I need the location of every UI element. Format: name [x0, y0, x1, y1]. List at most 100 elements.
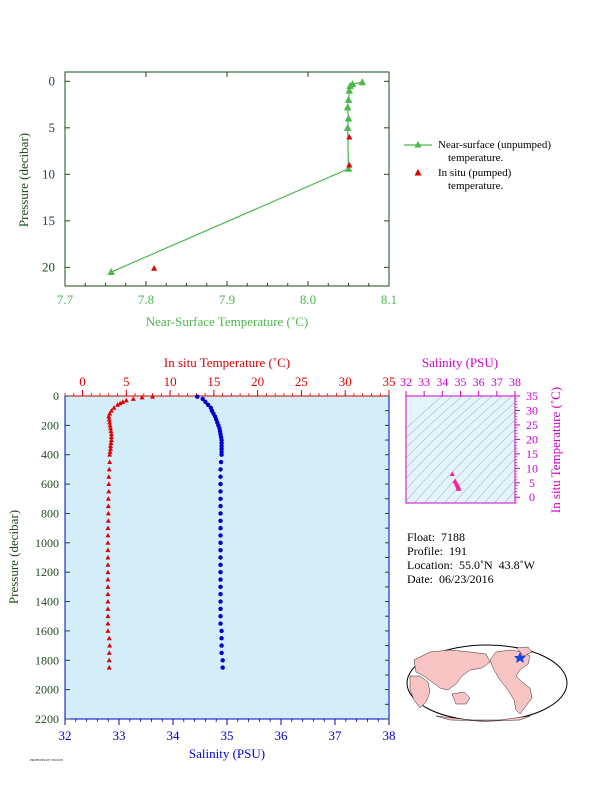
map-land-australia — [451, 691, 471, 705]
ts-x-tick-label: 35 — [455, 375, 467, 389]
legend-label-insitu: In situ (pumped) — [438, 167, 512, 179]
near-surface-chart: 7.7 7.8 7.9 8.0 8.1 0 5 10 15 20 Near-Surface Te… — [16, 71, 551, 329]
ts-y-label: In situ Temperature (˚C) — [548, 387, 563, 513]
profile-temp-tick-label: 15 — [207, 374, 220, 389]
temperature-point — [105, 503, 111, 509]
salinity-point — [218, 614, 223, 619]
salinity-point — [218, 481, 223, 487]
near-surface-y-tick-label: 15 — [42, 213, 55, 228]
temperature-point — [130, 396, 136, 401]
temperature-point — [105, 496, 111, 501]
legend-label-near-surface-2: temperature. — [448, 152, 504, 164]
ts-density-contour — [454, 438, 515, 503]
ts-density-contour — [424, 410, 515, 503]
near-surface-point — [344, 114, 353, 122]
float-location-marker — [514, 652, 526, 663]
date: Date: 06/23/2016 — [407, 572, 494, 586]
salinity-point — [203, 399, 208, 405]
temperature-point — [105, 620, 111, 626]
ts-density-contours — [406, 376, 612, 513]
near-surface-point — [344, 95, 353, 103]
ts-y-tick-label: 5 — [529, 476, 535, 490]
near-surface-point — [343, 103, 352, 111]
ts-density-contour — [526, 376, 612, 513]
map-land-americas — [489, 649, 533, 715]
ts-density-contour — [414, 402, 515, 503]
float-info-box: Float: 7188 Profile: 191 Location: 55.0˚… — [407, 530, 535, 586]
temperature-point — [108, 440, 114, 445]
ts-density-contour — [494, 479, 515, 503]
profile-y-tick-label: 2000 — [35, 683, 59, 697]
ts-y-tick-label: 0 — [529, 490, 535, 504]
temperature-point — [107, 459, 113, 465]
legend-marker-near-surface — [414, 141, 422, 148]
temperature-point — [106, 481, 112, 487]
temperature-point — [150, 394, 156, 399]
temperature-point — [108, 431, 114, 437]
profile-y-tick-label: 200 — [41, 418, 59, 432]
salinity-point — [219, 636, 224, 641]
salinity-point — [218, 562, 223, 568]
temperature-point — [106, 488, 112, 494]
ts-x-tick-label: 34 — [436, 375, 448, 389]
legend-label-insitu-2: temperature. — [448, 180, 504, 192]
profile-salinity-tick-label: 33 — [113, 728, 126, 743]
salinity-point — [218, 525, 223, 531]
temperature-point — [107, 449, 113, 454]
map-land-greenland — [515, 646, 533, 657]
temperature-point — [123, 397, 129, 403]
profile-temp-tick-label: 0 — [79, 374, 86, 389]
near-surface-x-tick-label: 8.0 — [300, 292, 316, 307]
temperature-point — [106, 650, 112, 655]
profile-top-axis-label: In situ Temperature (˚C) — [164, 355, 290, 370]
temperature-point — [107, 411, 113, 416]
ts-density-contour — [434, 419, 515, 503]
ts-point — [449, 471, 455, 477]
temperature-point — [139, 394, 145, 400]
temperature-point — [105, 613, 111, 619]
ts-x-tick-label: 33 — [418, 375, 430, 389]
temperature-point — [105, 554, 111, 560]
temperature-point — [105, 532, 111, 538]
profile-y-tick-label: 1600 — [35, 624, 59, 638]
temperature-point — [108, 437, 114, 442]
profile-salinity-tick-label: 35 — [221, 728, 234, 743]
near-surface-x-tick-label: 7.8 — [138, 292, 154, 307]
temperature-point — [106, 665, 112, 670]
profile-temp-tick-label: 5 — [123, 374, 130, 389]
ts-density-contour — [474, 458, 515, 503]
temperature-point — [105, 598, 111, 604]
salinity-point — [218, 555, 223, 560]
near-surface-y-tick-label: 10 — [42, 166, 55, 181]
near-surface-point — [343, 123, 352, 131]
ts-y-tick-label: 35 — [526, 389, 538, 403]
temperature-point — [105, 540, 111, 545]
salinity-point — [218, 606, 223, 612]
temperature-point — [106, 657, 112, 663]
profile-y-tick-label: 1400 — [35, 595, 59, 609]
near-surface-x-tick-label: 7.7 — [57, 292, 74, 307]
salinity-point — [219, 650, 224, 656]
near-surface-y-tick-label: 20 — [42, 259, 55, 274]
salinity-point — [219, 628, 224, 634]
salinity-point — [218, 496, 223, 501]
temperature-point — [107, 422, 113, 428]
ts-x-label: Salinity (PSU) — [422, 355, 498, 370]
temperature-point — [106, 466, 112, 472]
ts-density-contour — [444, 429, 515, 503]
map-land-antarctica — [435, 715, 531, 722]
ts-y-tick-label: 20 — [526, 432, 538, 446]
salinity-point — [219, 452, 224, 457]
profile-temp-tick-label: 10 — [164, 374, 177, 389]
salinity-point — [218, 474, 223, 479]
profile-plot-area — [64, 395, 390, 720]
temperature-point — [108, 425, 114, 431]
temperature-point — [117, 400, 123, 406]
ts-x-tick-label: 32 — [400, 375, 412, 389]
salinity-point — [218, 459, 224, 465]
temperature-point — [106, 413, 112, 419]
profile-y-tick-label: 2200 — [35, 712, 59, 726]
temperature-point — [105, 518, 111, 523]
temperature-point — [105, 569, 111, 575]
